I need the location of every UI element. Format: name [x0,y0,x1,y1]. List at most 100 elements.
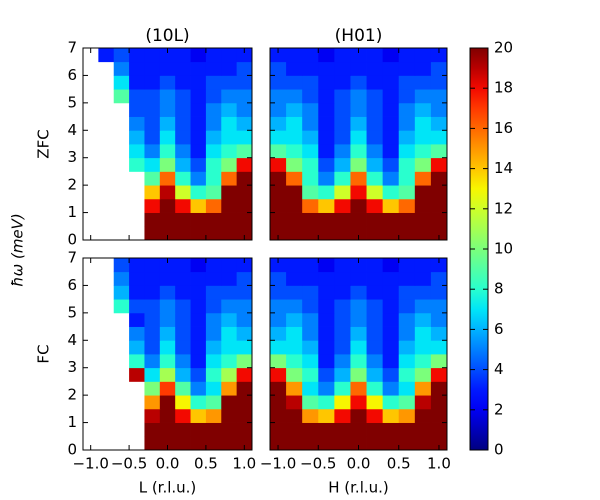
heatmap-cell [366,171,384,186]
heatmap-cell [270,381,287,396]
heatmap-cell [302,408,319,423]
heatmap-cell [366,144,384,159]
heatmap-cell [236,89,253,104]
heatmap-cell [350,61,367,76]
heatmap-cell [302,436,319,451]
heatmap-cell [221,326,238,341]
heatmap-cell [175,395,191,410]
heatmap-cell [221,212,238,227]
heatmap-cell [398,422,416,437]
heatmap-cell [221,75,238,90]
heatmap-cell [144,326,161,341]
heatmap-cell [190,89,207,104]
heatmap-cell [129,326,145,341]
heatmap-cell [430,75,448,90]
heatmap-cell [159,212,176,227]
heatmap-cell [175,381,191,396]
x-tick-label: 0.5 [194,455,218,473]
heatmap-cell [205,381,222,396]
heatmap-cell [159,312,176,327]
heatmap-cell [382,299,400,314]
heatmap-cell [350,226,367,241]
heatmap-cell [398,157,416,172]
heatmap-cell [334,367,351,382]
heatmap-cell [430,198,448,213]
heatmap-cell [366,130,384,145]
heatmap-cell [350,326,367,341]
heatmap-cell [414,61,432,76]
heatmap-cell [430,326,448,341]
heatmap-cell [113,48,130,63]
heatmap-cell [398,258,416,273]
heatmap-cell [221,422,238,437]
heatmap-cell [430,212,448,227]
heatmap-cell [302,326,319,341]
heatmap-cell [144,395,161,410]
heatmap-cell [414,340,432,355]
heatmap-cell [350,312,367,327]
heatmap-cell [144,144,161,159]
y-tick-label: 7 [67,249,77,267]
heatmap-cell [318,422,335,437]
heatmap-cell [430,144,448,159]
heatmap-cell [190,299,207,314]
heatmap-cell [430,48,448,63]
heatmap-cell [286,89,303,104]
heatmap-cell [382,312,400,327]
heatmap-cell [175,285,191,300]
heatmap-cell [318,354,335,369]
heatmap-cell [334,198,351,213]
heatmap-cell [334,258,351,273]
heatmap-cell [318,367,335,382]
heatmap-cell [286,258,303,273]
heatmap-cell [334,116,351,131]
heatmap-cell [270,102,287,117]
heatmap-cell [113,285,130,300]
heatmap-cell [350,367,367,382]
heatmap-cell [175,212,191,227]
heatmap-cell [236,408,253,423]
y-tick-label: 3 [67,358,77,376]
heatmap-cell [334,212,351,227]
heatmap-cell [236,395,253,410]
heatmap-cell [382,408,400,423]
heatmap-cell [302,48,319,63]
heatmap-cell [430,312,448,327]
heatmap-cell [144,258,161,273]
heatmap-cell [159,326,176,341]
heatmap-cell [398,144,416,159]
heatmap-cell [350,340,367,355]
heatmap-cell [113,89,130,104]
heatmap-cell [144,171,161,186]
heatmap-cell [318,48,335,63]
x-tick-label: 0.0 [347,455,371,473]
heatmap-cell [398,102,416,117]
heatmap-cell [318,130,335,145]
heatmap-cell [270,75,287,90]
heatmap-cell [366,75,384,90]
heatmap-cell [113,61,130,76]
heatmap-cell [205,340,222,355]
heatmap-cell [366,89,384,104]
x-tick-label: −1.0 [260,455,296,473]
heatmap-cell [318,408,335,423]
heatmap-cell [318,381,335,396]
heatmap-cell [159,422,176,437]
heatmap-cell [318,395,335,410]
heatmap-cell [430,185,448,200]
heatmap-cell [414,171,432,186]
heatmap-cell [175,130,191,145]
heatmap-cell [236,171,253,186]
heatmap-cell [350,89,367,104]
heatmap-cell [286,116,303,131]
heatmap-cell [286,395,303,410]
heatmap-cell [398,271,416,286]
heatmap-cell [270,144,287,159]
heatmap-cell [236,144,253,159]
heatmap-cell [286,381,303,396]
heatmap-cell [430,436,448,451]
heatmap-cell [414,299,432,314]
heatmap-cell [144,367,161,382]
heatmap-cell [414,258,432,273]
heatmap-cell [159,354,176,369]
